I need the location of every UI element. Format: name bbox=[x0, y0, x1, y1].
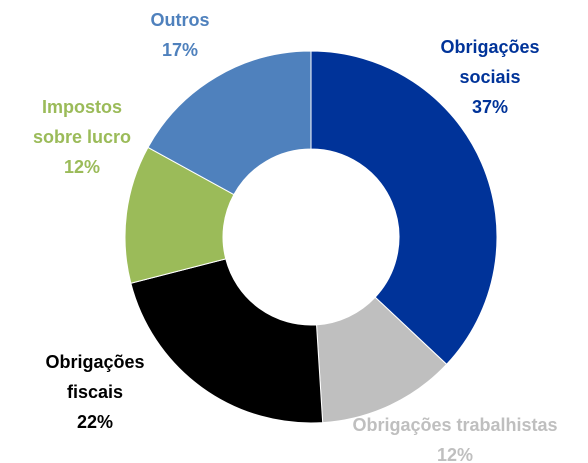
donut-slice bbox=[310, 50, 498, 366]
slice-label: Obrigações sociais 37% bbox=[420, 32, 560, 122]
value-label: 12% bbox=[63, 157, 101, 177]
category-label: Impostos sobre lucro bbox=[32, 97, 132, 147]
value-label: 12% bbox=[436, 445, 474, 463]
value-label: 37% bbox=[471, 97, 509, 117]
slice-label: Obrigações trabalhistas 12% bbox=[315, 410, 588, 463]
category-label: Obrigações sociais bbox=[440, 37, 540, 87]
slice-label: Obrigações fiscais 22% bbox=[25, 347, 165, 437]
category-label: Obrigações fiscais bbox=[45, 352, 145, 402]
value-label: 17% bbox=[161, 40, 199, 60]
value-label: 22% bbox=[76, 412, 114, 432]
slice-label: Impostos sobre lucro 12% bbox=[22, 92, 142, 182]
category-label: Obrigações trabalhistas bbox=[352, 415, 558, 435]
slice-label: Outros 17% bbox=[120, 5, 240, 65]
donut-slice bbox=[147, 50, 312, 196]
category-label: Outros bbox=[150, 10, 210, 30]
donut-slice bbox=[130, 258, 324, 424]
